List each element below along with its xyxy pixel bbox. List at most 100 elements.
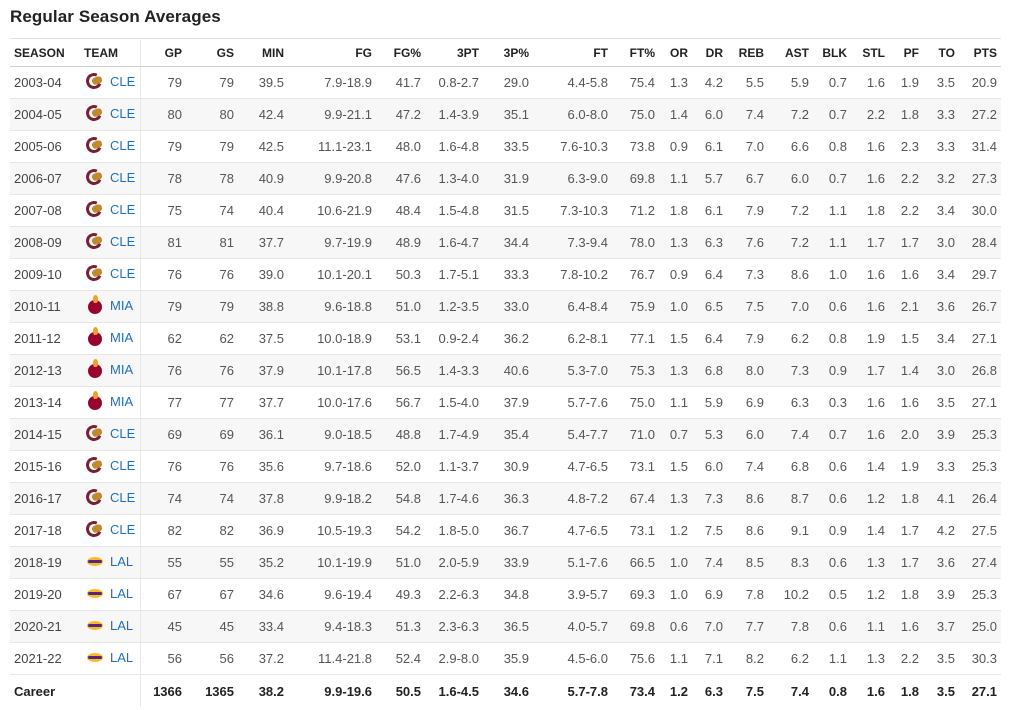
- stat-cell-tpp: 33.5: [483, 130, 533, 163]
- cavaliers-logo-icon[interactable]: [84, 455, 106, 475]
- stat-cell-min: 35.6: [238, 450, 288, 483]
- team-link[interactable]: CLE: [84, 103, 135, 123]
- col-header-reb[interactable]: REB: [727, 40, 768, 67]
- cavaliers-logo-icon[interactable]: [84, 231, 106, 251]
- cavaliers-logo-icon[interactable]: [84, 487, 106, 507]
- team-abbreviation[interactable]: LAL: [110, 585, 134, 601]
- team-link[interactable]: CLE: [84, 519, 135, 539]
- cavaliers-logo-icon[interactable]: [84, 519, 106, 539]
- team-link[interactable]: MIA: [84, 391, 133, 411]
- team-abbreviation[interactable]: MIA: [110, 393, 134, 409]
- col-header-season[interactable]: SEASON: [10, 40, 80, 67]
- team-link[interactable]: CLE: [84, 423, 135, 443]
- team-link[interactable]: LAL: [84, 583, 133, 603]
- col-header-or[interactable]: OR: [659, 40, 692, 67]
- heat-logo-icon[interactable]: [84, 327, 106, 347]
- heat-logo-icon[interactable]: [84, 359, 106, 379]
- stat-cell-pts: 25.3: [959, 578, 1001, 611]
- team-link[interactable]: CLE: [84, 135, 135, 155]
- col-header-min[interactable]: MIN: [238, 40, 288, 67]
- team-abbreviation[interactable]: CLE: [110, 73, 136, 89]
- col-header-pf[interactable]: PF: [889, 40, 923, 67]
- career-stat-or: 1.2: [669, 683, 688, 699]
- team-link[interactable]: CLE: [84, 231, 135, 251]
- col-header-gp[interactable]: GP: [139, 40, 186, 67]
- team-abbreviation[interactable]: CLE: [110, 265, 136, 281]
- team-abbreviation[interactable]: CLE: [110, 233, 136, 249]
- col-header-ft-pct[interactable]: FT%: [612, 40, 659, 67]
- col-header-3p-pct[interactable]: 3P%: [483, 40, 533, 67]
- team-link[interactable]: CLE: [84, 487, 135, 507]
- team-abbreviation[interactable]: CLE: [110, 105, 136, 121]
- team-link[interactable]: CLE: [84, 71, 135, 91]
- stat-cell-to: 3.7: [923, 610, 959, 643]
- col-header-fg-pct[interactable]: FG%: [376, 40, 425, 67]
- team-abbreviation[interactable]: CLE: [110, 457, 136, 473]
- col-header-gs[interactable]: GS: [186, 40, 238, 67]
- col-header-pts[interactable]: PTS: [959, 40, 1001, 67]
- team-abbreviation[interactable]: LAL: [110, 649, 134, 665]
- team-link[interactable]: CLE: [84, 263, 135, 283]
- team-link[interactable]: MIA: [84, 359, 133, 379]
- heat-logo-icon[interactable]: [84, 391, 106, 411]
- team-abbreviation[interactable]: LAL: [110, 553, 134, 569]
- stat-cell-fg: 9.7-18.6: [288, 450, 376, 483]
- team-cell: MIA: [80, 290, 140, 323]
- team-link[interactable]: LAL: [84, 615, 133, 635]
- heat-logo-icon[interactable]: [84, 295, 106, 315]
- team-abbreviation[interactable]: LAL: [110, 617, 134, 633]
- col-header-ast[interactable]: AST: [768, 40, 813, 67]
- team-abbreviation[interactable]: CLE: [110, 489, 136, 505]
- team-link[interactable]: MIA: [84, 295, 133, 315]
- team-link[interactable]: CLE: [84, 167, 135, 187]
- team-abbreviation[interactable]: MIA: [110, 329, 134, 345]
- col-header-blk[interactable]: BLK: [813, 40, 851, 67]
- stat-cell-to: 3.9: [923, 418, 959, 451]
- team-abbreviation[interactable]: CLE: [110, 201, 136, 217]
- stat-cell-stl: 1.7: [851, 226, 889, 259]
- cavaliers-logo-icon[interactable]: [84, 167, 106, 187]
- team-link[interactable]: CLE: [84, 199, 135, 219]
- team-link[interactable]: LAL: [84, 647, 133, 667]
- team-abbreviation[interactable]: CLE: [110, 425, 136, 441]
- col-header-3pt[interactable]: 3PT: [425, 40, 483, 67]
- stat-cell-tpt: 1.1-3.7: [425, 450, 483, 483]
- col-header-fg[interactable]: FG: [288, 40, 376, 67]
- cavaliers-logo-icon[interactable]: [84, 423, 106, 443]
- stat-cell-reb: 8.6: [727, 482, 768, 515]
- lakers-logo-icon[interactable]: [84, 647, 106, 667]
- stat-cell-pts: 29.7: [959, 258, 1001, 291]
- cavaliers-logo-icon[interactable]: [84, 103, 106, 123]
- lakers-logo-icon[interactable]: [84, 615, 106, 635]
- team-abbreviation[interactable]: CLE: [110, 137, 136, 153]
- team-link[interactable]: LAL: [84, 551, 133, 571]
- stat-cell-tpp: 31.9: [483, 162, 533, 195]
- team-link[interactable]: MIA: [84, 327, 133, 347]
- stat-cell-or: 1.3: [659, 66, 692, 99]
- col-header-to[interactable]: TO: [923, 40, 959, 67]
- col-header-team[interactable]: TEAM: [80, 40, 140, 67]
- lakers-logo-icon[interactable]: [84, 551, 106, 571]
- stat-cell-to: 3.6: [923, 546, 959, 579]
- stat-cell-ft: 5.4-7.7: [533, 418, 612, 451]
- stat-cell-stl: 1.6: [851, 162, 889, 195]
- team-link[interactable]: CLE: [84, 455, 135, 475]
- team-abbreviation[interactable]: MIA: [110, 361, 134, 377]
- cavaliers-logo-icon[interactable]: [84, 199, 106, 219]
- season-cell: 2012-13: [10, 354, 80, 387]
- col-header-stl[interactable]: STL: [851, 40, 889, 67]
- stat-cell-pf: 2.0: [889, 418, 923, 451]
- lakers-logo-icon[interactable]: [84, 583, 106, 603]
- stat-cell-gs: 69: [186, 418, 238, 451]
- team-abbreviation[interactable]: CLE: [110, 521, 136, 537]
- col-header-dr[interactable]: DR: [692, 40, 727, 67]
- cavaliers-logo-icon[interactable]: [84, 135, 106, 155]
- team-abbreviation[interactable]: CLE: [110, 169, 136, 185]
- stat-cell-ftp: 75.6: [612, 642, 659, 675]
- team-abbreviation[interactable]: MIA: [110, 297, 134, 313]
- cavaliers-logo-icon[interactable]: [84, 263, 106, 283]
- cavaliers-logo-icon[interactable]: [84, 71, 106, 91]
- stat-cell-ft: 5.7-7.6: [533, 386, 612, 419]
- col-header-ft[interactable]: FT: [533, 40, 612, 67]
- stat-cell-ast: 7.8: [768, 610, 813, 643]
